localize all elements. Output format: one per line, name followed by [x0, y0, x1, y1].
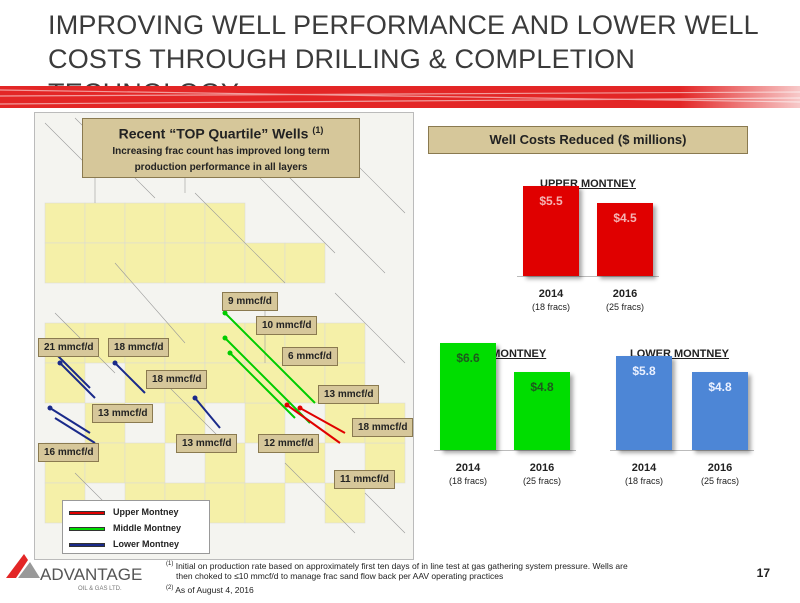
legend-middle: Middle Montney	[69, 523, 181, 533]
legend-lower: Lower Montney	[69, 539, 179, 549]
legend-upper: Upper Montney	[69, 507, 179, 517]
logo-name: ADVANTAGE	[40, 565, 142, 584]
top-quartile-footnote-mark: (1)	[312, 125, 324, 135]
lower-montney-frac-note-2014: (18 fracs)	[624, 476, 663, 486]
lower-montney-bar-2016	[692, 371, 748, 450]
callout-9-mmcf: 9 mmcf/d	[222, 292, 278, 311]
top-quartile-sub-2: production performance in all layers	[134, 161, 308, 173]
callout-13-mmcf-b: 13 mmcf/d	[92, 404, 154, 423]
upper-montney-category-2014: 2014	[538, 288, 564, 300]
lower-montney-category-2016: 2016	[707, 462, 733, 474]
callout-10-mmcf: 10 mmcf/d	[256, 316, 318, 335]
middle-montney-category-2014: 2014	[455, 462, 481, 474]
map-drawing	[44, 117, 406, 544]
logo-sub: OIL & GAS LTD.	[78, 586, 122, 592]
legend-swatch-upper	[69, 510, 105, 515]
upper-montney-baseline	[517, 276, 659, 277]
upper-montney-frac-note-2014: (18 fracs)	[531, 302, 570, 312]
callout-6-mmcf: 6 mmcf/d	[282, 347, 338, 366]
callout-11-mmcf: 11 mmcf/d	[334, 470, 395, 489]
upper-montney-frac-note-2016: (25 fracs)	[605, 302, 644, 312]
middle-montney-category-2016: 2016	[529, 462, 555, 474]
upper-montney-value-label-2016: $4.5	[613, 210, 637, 225]
middle-montney-bar-2016	[514, 371, 570, 450]
header-red-bar	[0, 86, 800, 108]
middle-montney-baseline	[434, 450, 576, 451]
well-map	[34, 112, 414, 560]
callout-21-mmcf: 21 mmcf/d	[38, 338, 100, 357]
middle-montney-frac-note-2014: (18 fracs)	[448, 476, 487, 486]
footnote-1: (1) Initial on production rate based on …	[166, 561, 628, 581]
legend-swatch-lower	[69, 542, 105, 547]
legend-swatch-middle	[69, 526, 105, 531]
callout-18-mmcf-b: 18 mmcf/d	[146, 370, 208, 389]
callout-16-mmcf: 16 mmcf/d	[38, 443, 100, 462]
callout-18-mmcf-c: 18 mmcf/d	[352, 418, 414, 437]
upper-montney-bar-2014	[523, 186, 579, 276]
footnote-2: (2) As of August 4, 2016	[166, 585, 254, 595]
middle-montney-value-label-2016: $4.8	[530, 379, 554, 394]
upper-montney-value-label-2014: $5.5	[539, 194, 563, 209]
lower-montney-value-label-2016: $4.8	[708, 379, 732, 394]
well-costs-heading: Well Costs Reduced ($ millions)	[428, 126, 748, 154]
logo-mark: ADVANTAGE OIL & GAS LTD.	[6, 554, 142, 592]
page-number: 17	[756, 566, 770, 580]
map-legend: Upper Montney Middle Montney Lower Montn…	[62, 500, 210, 554]
lower-montney-bar-2014	[616, 355, 672, 450]
middle-montney-value-label-2014: $6.6	[456, 350, 480, 365]
slide-title: IMPROVING WELL PERFORMANCE AND LOWER WEL…	[48, 10, 758, 108]
lower-montney-value-label-2014: $5.8	[632, 363, 656, 378]
top-quartile-heading: Recent “TOP Quartile” Wells (1)	[118, 125, 324, 142]
top-quartile-sub-1: Increasing frac count has improved long …	[112, 145, 330, 157]
callout-13-mmcf-a: 13 mmcf/d	[318, 385, 380, 404]
callout-13-mmcf-c: 13 mmcf/d	[176, 434, 238, 453]
top-quartile-box: Recent “TOP Quartile” Wells (1) Increasi…	[82, 118, 360, 178]
lower-montney-category-2014: 2014	[631, 462, 657, 474]
callout-18-mmcf-a: 18 mmcf/d	[108, 338, 170, 357]
middle-montney-frac-note-2016: (25 fracs)	[522, 476, 561, 486]
middle-montney-bar-2014	[440, 342, 496, 450]
callout-12-mmcf: 12 mmcf/d	[258, 434, 320, 453]
lower-montney-baseline	[610, 450, 754, 451]
upper-montney-category-2016: 2016	[612, 288, 638, 300]
upper-montney-bar-2016	[597, 202, 653, 276]
lower-montney-frac-note-2016: (25 fracs)	[700, 476, 739, 486]
company-logo: ADVANTAGE OIL & GAS LTD.	[4, 548, 154, 598]
